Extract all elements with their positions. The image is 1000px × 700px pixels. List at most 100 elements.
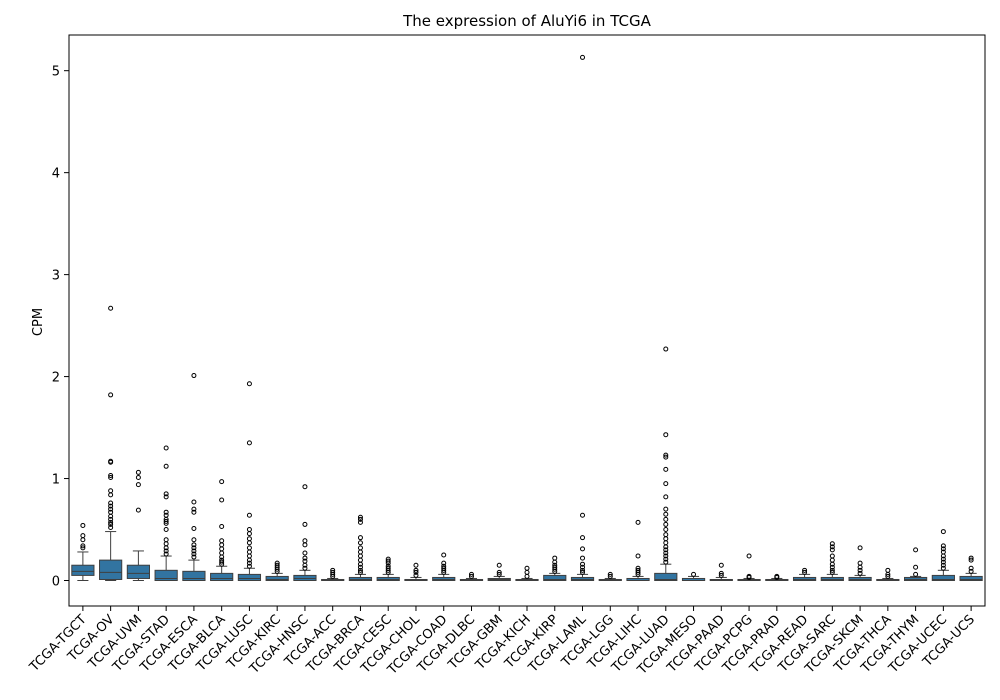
outlier-point — [663, 532, 669, 538]
outlier-point — [191, 548, 197, 554]
box-iqr — [432, 576, 456, 582]
outlier-point — [219, 559, 225, 565]
outlier-point — [80, 543, 86, 549]
outlier-point — [663, 516, 669, 522]
outlier-point — [774, 573, 780, 579]
outlier-point — [552, 564, 558, 570]
outlier-point — [580, 564, 586, 570]
outlier-point — [885, 573, 891, 579]
outlier-point — [274, 560, 280, 566]
outlier-point — [108, 488, 114, 494]
outlier-point — [385, 556, 391, 562]
outlier-point — [108, 521, 114, 527]
y-tick-label: 3 — [52, 269, 60, 284]
outlier-point — [663, 452, 669, 458]
outlier-point — [857, 545, 863, 551]
outlier-point — [246, 563, 252, 569]
outlier-point — [191, 506, 197, 512]
outlier-point — [302, 555, 308, 561]
outlier-point — [108, 475, 114, 481]
outlier-point — [302, 565, 308, 571]
outlier-point — [940, 546, 946, 552]
outlier-point — [163, 494, 169, 500]
box-iqr — [154, 569, 178, 582]
outlier-point — [108, 500, 114, 506]
outlier-point — [441, 565, 447, 571]
outlier-point — [191, 499, 197, 505]
outlier-point — [302, 521, 308, 527]
outlier-point — [663, 559, 669, 565]
outlier-point — [857, 567, 863, 573]
y-tick-label: 0 — [52, 575, 60, 590]
box-iqr — [237, 573, 262, 582]
outlier-point — [246, 381, 252, 387]
outlier-point — [108, 392, 114, 398]
outlier-point — [135, 507, 141, 513]
box-iqr — [543, 574, 567, 582]
outlier-point — [357, 514, 363, 520]
outlier-point — [580, 535, 586, 541]
outlier-point — [80, 522, 86, 528]
outlier-point — [940, 556, 946, 562]
outlier-point — [302, 558, 308, 564]
outlier-point — [635, 565, 641, 571]
outlier-point — [163, 512, 169, 518]
outlier-point — [413, 562, 419, 568]
box-iqr — [210, 572, 234, 582]
outlier-point — [663, 346, 669, 352]
outlier-point — [219, 557, 225, 563]
outlier-point — [802, 567, 808, 573]
outlier-point — [663, 466, 669, 472]
outlier-point — [635, 567, 641, 573]
outlier-point — [108, 305, 114, 311]
outlier-point — [940, 559, 946, 565]
outlier-point — [413, 567, 419, 573]
outlier-point — [663, 550, 669, 556]
outlier-point — [163, 537, 169, 543]
y-tick-label: 2 — [52, 371, 60, 386]
outlier-point — [663, 494, 669, 500]
box-iqr — [348, 576, 373, 582]
outlier-point — [219, 479, 225, 485]
outlier-point — [246, 440, 252, 446]
box-iqr — [265, 575, 289, 582]
outlier-point — [968, 565, 974, 571]
outlier-point — [135, 475, 141, 481]
box-iqr — [376, 576, 400, 582]
outlier-point — [108, 516, 114, 522]
outlier-point — [913, 547, 919, 553]
box-iqr — [654, 572, 678, 582]
box-iqr — [904, 576, 928, 582]
outlier-point — [885, 567, 891, 573]
outlier-point — [163, 518, 169, 524]
outlier-point — [635, 553, 641, 559]
outlier-point — [80, 545, 86, 551]
outlier-point — [246, 527, 252, 533]
outlier-point — [496, 562, 502, 568]
outlier-point — [635, 519, 641, 525]
outlier-point — [607, 573, 613, 579]
outlier-point — [663, 481, 669, 487]
outlier-point — [385, 565, 391, 571]
outlier-point — [80, 533, 86, 539]
box-iqr — [126, 564, 150, 579]
box-iqr — [570, 576, 595, 582]
outlier-point — [108, 472, 114, 478]
outlier-point — [163, 551, 169, 557]
outlier-point — [802, 569, 808, 575]
outlier-point — [219, 497, 225, 503]
outlier-point — [663, 553, 669, 559]
outlier-point — [330, 567, 336, 573]
outlier-point — [663, 454, 669, 460]
outlier-point — [968, 557, 974, 563]
outlier-point — [163, 548, 169, 554]
outlier-point — [191, 509, 197, 515]
outlier-point — [108, 509, 114, 515]
outlier-point — [940, 543, 946, 549]
outlier-point — [468, 573, 474, 579]
outlier-point — [108, 458, 114, 464]
outlier-point — [441, 563, 447, 569]
outlier-point — [357, 516, 363, 522]
outlier-point — [246, 536, 252, 542]
